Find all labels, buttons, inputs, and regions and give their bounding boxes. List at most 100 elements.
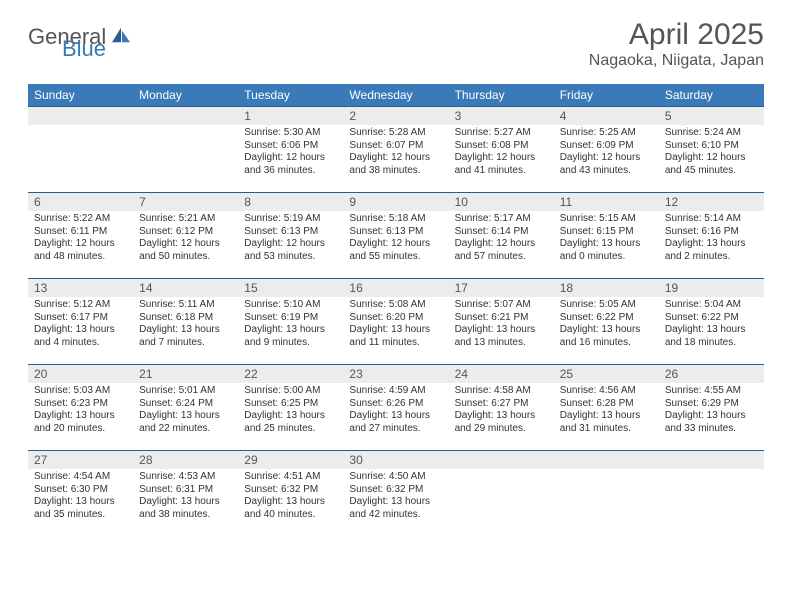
daylight-line1: Daylight: 13 hours — [139, 324, 234, 337]
daylight-line2: and 40 minutes. — [244, 509, 339, 522]
calendar-body: 1Sunrise: 5:30 AMSunset: 6:06 PMDaylight… — [28, 107, 764, 537]
daylight-line2: and 48 minutes. — [34, 251, 129, 264]
sunrise-text: Sunrise: 5:10 AM — [244, 299, 339, 312]
day-cell — [449, 451, 554, 537]
sunrise-text: Sunrise: 5:08 AM — [349, 299, 444, 312]
day-cell: 21Sunrise: 5:01 AMSunset: 6:24 PMDayligh… — [133, 365, 238, 451]
sunset-text: Sunset: 6:18 PM — [139, 312, 234, 325]
day-body: Sunrise: 4:59 AMSunset: 6:26 PMDaylight:… — [343, 383, 448, 437]
day-body: Sunrise: 5:10 AMSunset: 6:19 PMDaylight:… — [238, 297, 343, 351]
day-cell: 6Sunrise: 5:22 AMSunset: 6:11 PMDaylight… — [28, 193, 133, 279]
day-cell: 22Sunrise: 5:00 AMSunset: 6:25 PMDayligh… — [238, 365, 343, 451]
daylight-line2: and 38 minutes. — [139, 509, 234, 522]
sunset-text: Sunset: 6:08 PM — [455, 140, 550, 153]
day-number — [28, 107, 133, 125]
day-cell: 26Sunrise: 4:55 AMSunset: 6:29 PMDayligh… — [659, 365, 764, 451]
sunrise-text: Sunrise: 5:30 AM — [244, 127, 339, 140]
sunset-text: Sunset: 6:11 PM — [34, 226, 129, 239]
daylight-line1: Daylight: 13 hours — [34, 324, 129, 337]
day-number: 3 — [449, 107, 554, 125]
day-number: 6 — [28, 193, 133, 211]
day-body: Sunrise: 5:00 AMSunset: 6:25 PMDaylight:… — [238, 383, 343, 437]
sunrise-text: Sunrise: 5:01 AM — [139, 385, 234, 398]
sunrise-text: Sunrise: 4:50 AM — [349, 471, 444, 484]
daylight-line1: Daylight: 13 hours — [455, 324, 550, 337]
sunset-text: Sunset: 6:29 PM — [665, 398, 760, 411]
day-body: Sunrise: 4:56 AMSunset: 6:28 PMDaylight:… — [554, 383, 659, 437]
daylight-line1: Daylight: 13 hours — [244, 410, 339, 423]
day-cell: 27Sunrise: 4:54 AMSunset: 6:30 PMDayligh… — [28, 451, 133, 537]
day-number: 20 — [28, 365, 133, 383]
sunrise-text: Sunrise: 4:53 AM — [139, 471, 234, 484]
week-row: 13Sunrise: 5:12 AMSunset: 6:17 PMDayligh… — [28, 279, 764, 365]
day-body: Sunrise: 5:01 AMSunset: 6:24 PMDaylight:… — [133, 383, 238, 437]
day-cell: 18Sunrise: 5:05 AMSunset: 6:22 PMDayligh… — [554, 279, 659, 365]
day-body: Sunrise: 5:07 AMSunset: 6:21 PMDaylight:… — [449, 297, 554, 351]
day-cell: 28Sunrise: 4:53 AMSunset: 6:31 PMDayligh… — [133, 451, 238, 537]
daylight-line2: and 2 minutes. — [665, 251, 760, 264]
sunset-text: Sunset: 6:26 PM — [349, 398, 444, 411]
daylight-line1: Daylight: 12 hours — [349, 238, 444, 251]
day-cell — [133, 107, 238, 193]
day-cell: 17Sunrise: 5:07 AMSunset: 6:21 PMDayligh… — [449, 279, 554, 365]
daylight-line1: Daylight: 12 hours — [560, 152, 655, 165]
day-body: Sunrise: 4:51 AMSunset: 6:32 PMDaylight:… — [238, 469, 343, 523]
day-body: Sunrise: 4:58 AMSunset: 6:27 PMDaylight:… — [449, 383, 554, 437]
day-body: Sunrise: 5:12 AMSunset: 6:17 PMDaylight:… — [28, 297, 133, 351]
daylight-line2: and 11 minutes. — [349, 337, 444, 350]
daylight-line2: and 57 minutes. — [455, 251, 550, 264]
day-cell: 9Sunrise: 5:18 AMSunset: 6:13 PMDaylight… — [343, 193, 448, 279]
sunset-text: Sunset: 6:15 PM — [560, 226, 655, 239]
daylight-line1: Daylight: 13 hours — [34, 496, 129, 509]
sunrise-text: Sunrise: 5:18 AM — [349, 213, 444, 226]
day-number — [554, 451, 659, 469]
day-number: 19 — [659, 279, 764, 297]
daylight-line1: Daylight: 13 hours — [349, 324, 444, 337]
sunrise-text: Sunrise: 5:03 AM — [34, 385, 129, 398]
sunset-text: Sunset: 6:28 PM — [560, 398, 655, 411]
sunrise-text: Sunrise: 5:12 AM — [34, 299, 129, 312]
sunset-text: Sunset: 6:17 PM — [34, 312, 129, 325]
daylight-line1: Daylight: 13 hours — [665, 410, 760, 423]
day-body: Sunrise: 5:15 AMSunset: 6:15 PMDaylight:… — [554, 211, 659, 265]
sunrise-text: Sunrise: 5:07 AM — [455, 299, 550, 312]
daylight-line2: and 31 minutes. — [560, 423, 655, 436]
daylight-line1: Daylight: 13 hours — [139, 410, 234, 423]
sunrise-text: Sunrise: 5:25 AM — [560, 127, 655, 140]
day-body: Sunrise: 4:54 AMSunset: 6:30 PMDaylight:… — [28, 469, 133, 523]
daylight-line2: and 20 minutes. — [34, 423, 129, 436]
day-number: 16 — [343, 279, 448, 297]
day-cell: 1Sunrise: 5:30 AMSunset: 6:06 PMDaylight… — [238, 107, 343, 193]
daylight-line1: Daylight: 13 hours — [560, 410, 655, 423]
sunset-text: Sunset: 6:23 PM — [34, 398, 129, 411]
daylight-line2: and 42 minutes. — [349, 509, 444, 522]
day-cell — [659, 451, 764, 537]
daylight-line2: and 9 minutes. — [244, 337, 339, 350]
sunrise-text: Sunrise: 4:54 AM — [34, 471, 129, 484]
sunrise-text: Sunrise: 4:55 AM — [665, 385, 760, 398]
sunset-text: Sunset: 6:19 PM — [244, 312, 339, 325]
day-cell: 5Sunrise: 5:24 AMSunset: 6:10 PMDaylight… — [659, 107, 764, 193]
day-body: Sunrise: 5:30 AMSunset: 6:06 PMDaylight:… — [238, 125, 343, 179]
calendar-page: General April 2025 Nagaoka, Niigata, Jap… — [0, 0, 792, 555]
daylight-line2: and 25 minutes. — [244, 423, 339, 436]
sunset-text: Sunset: 6:16 PM — [665, 226, 760, 239]
day-body: Sunrise: 5:28 AMSunset: 6:07 PMDaylight:… — [343, 125, 448, 179]
sunrise-text: Sunrise: 5:21 AM — [139, 213, 234, 226]
day-number: 4 — [554, 107, 659, 125]
dayhead-fri: Friday — [554, 84, 659, 107]
sunset-text: Sunset: 6:32 PM — [349, 484, 444, 497]
day-cell: 29Sunrise: 4:51 AMSunset: 6:32 PMDayligh… — [238, 451, 343, 537]
day-cell — [28, 107, 133, 193]
day-cell: 8Sunrise: 5:19 AMSunset: 6:13 PMDaylight… — [238, 193, 343, 279]
daylight-line2: and 36 minutes. — [244, 165, 339, 178]
daylight-line2: and 55 minutes. — [349, 251, 444, 264]
sunset-text: Sunset: 6:21 PM — [455, 312, 550, 325]
sunrise-text: Sunrise: 5:11 AM — [139, 299, 234, 312]
day-body: Sunrise: 5:11 AMSunset: 6:18 PMDaylight:… — [133, 297, 238, 351]
sunrise-text: Sunrise: 5:00 AM — [244, 385, 339, 398]
sunrise-text: Sunrise: 5:15 AM — [560, 213, 655, 226]
dayhead-tue: Tuesday — [238, 84, 343, 107]
sunrise-text: Sunrise: 5:19 AM — [244, 213, 339, 226]
daylight-line1: Daylight: 12 hours — [455, 152, 550, 165]
